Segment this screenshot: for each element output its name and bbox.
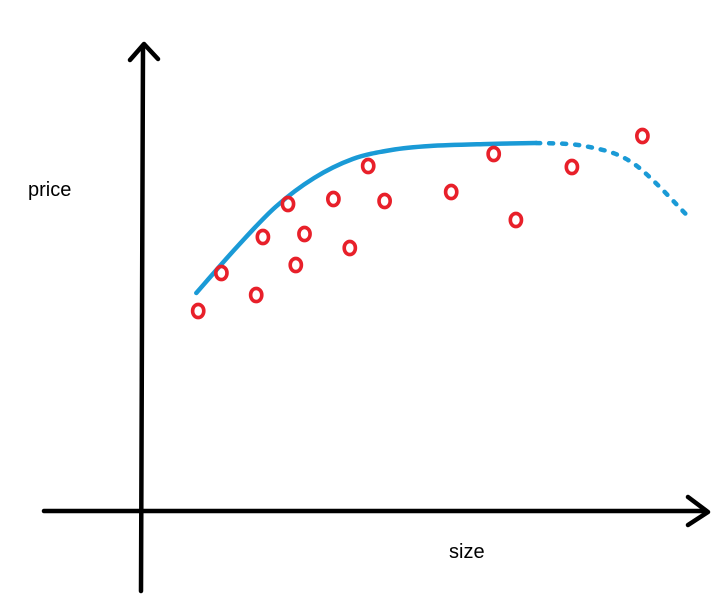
data-point-9 <box>342 239 358 257</box>
data-point-8 <box>325 190 341 208</box>
fit-curve-extrapolation <box>533 140 690 218</box>
data-point-14 <box>508 211 524 229</box>
data-point-5 <box>280 195 296 213</box>
data-point-13 <box>486 145 502 163</box>
data-point-15 <box>564 158 580 176</box>
y-axis-arrowhead <box>127 41 161 63</box>
fit-curve-layer <box>194 140 690 296</box>
x-axis-arrowhead <box>685 494 711 528</box>
x-axis <box>41 494 711 528</box>
fit-curve <box>194 140 539 296</box>
data-point-3 <box>248 286 264 304</box>
y-axis-line <box>138 43 146 594</box>
data-point-1 <box>190 302 206 320</box>
data-point-6 <box>288 256 304 274</box>
x-axis-label: size <box>449 541 485 563</box>
data-point-2 <box>213 264 229 282</box>
y-axis <box>127 41 161 594</box>
data-point-16 <box>635 127 650 145</box>
y-axis-label: price <box>28 179 71 201</box>
data-point-11 <box>377 192 392 210</box>
data-point-12 <box>443 183 459 201</box>
data-point-7 <box>297 225 312 243</box>
data-point-4 <box>255 228 271 246</box>
data-point-10 <box>360 157 376 175</box>
data-points-layer <box>190 127 650 320</box>
